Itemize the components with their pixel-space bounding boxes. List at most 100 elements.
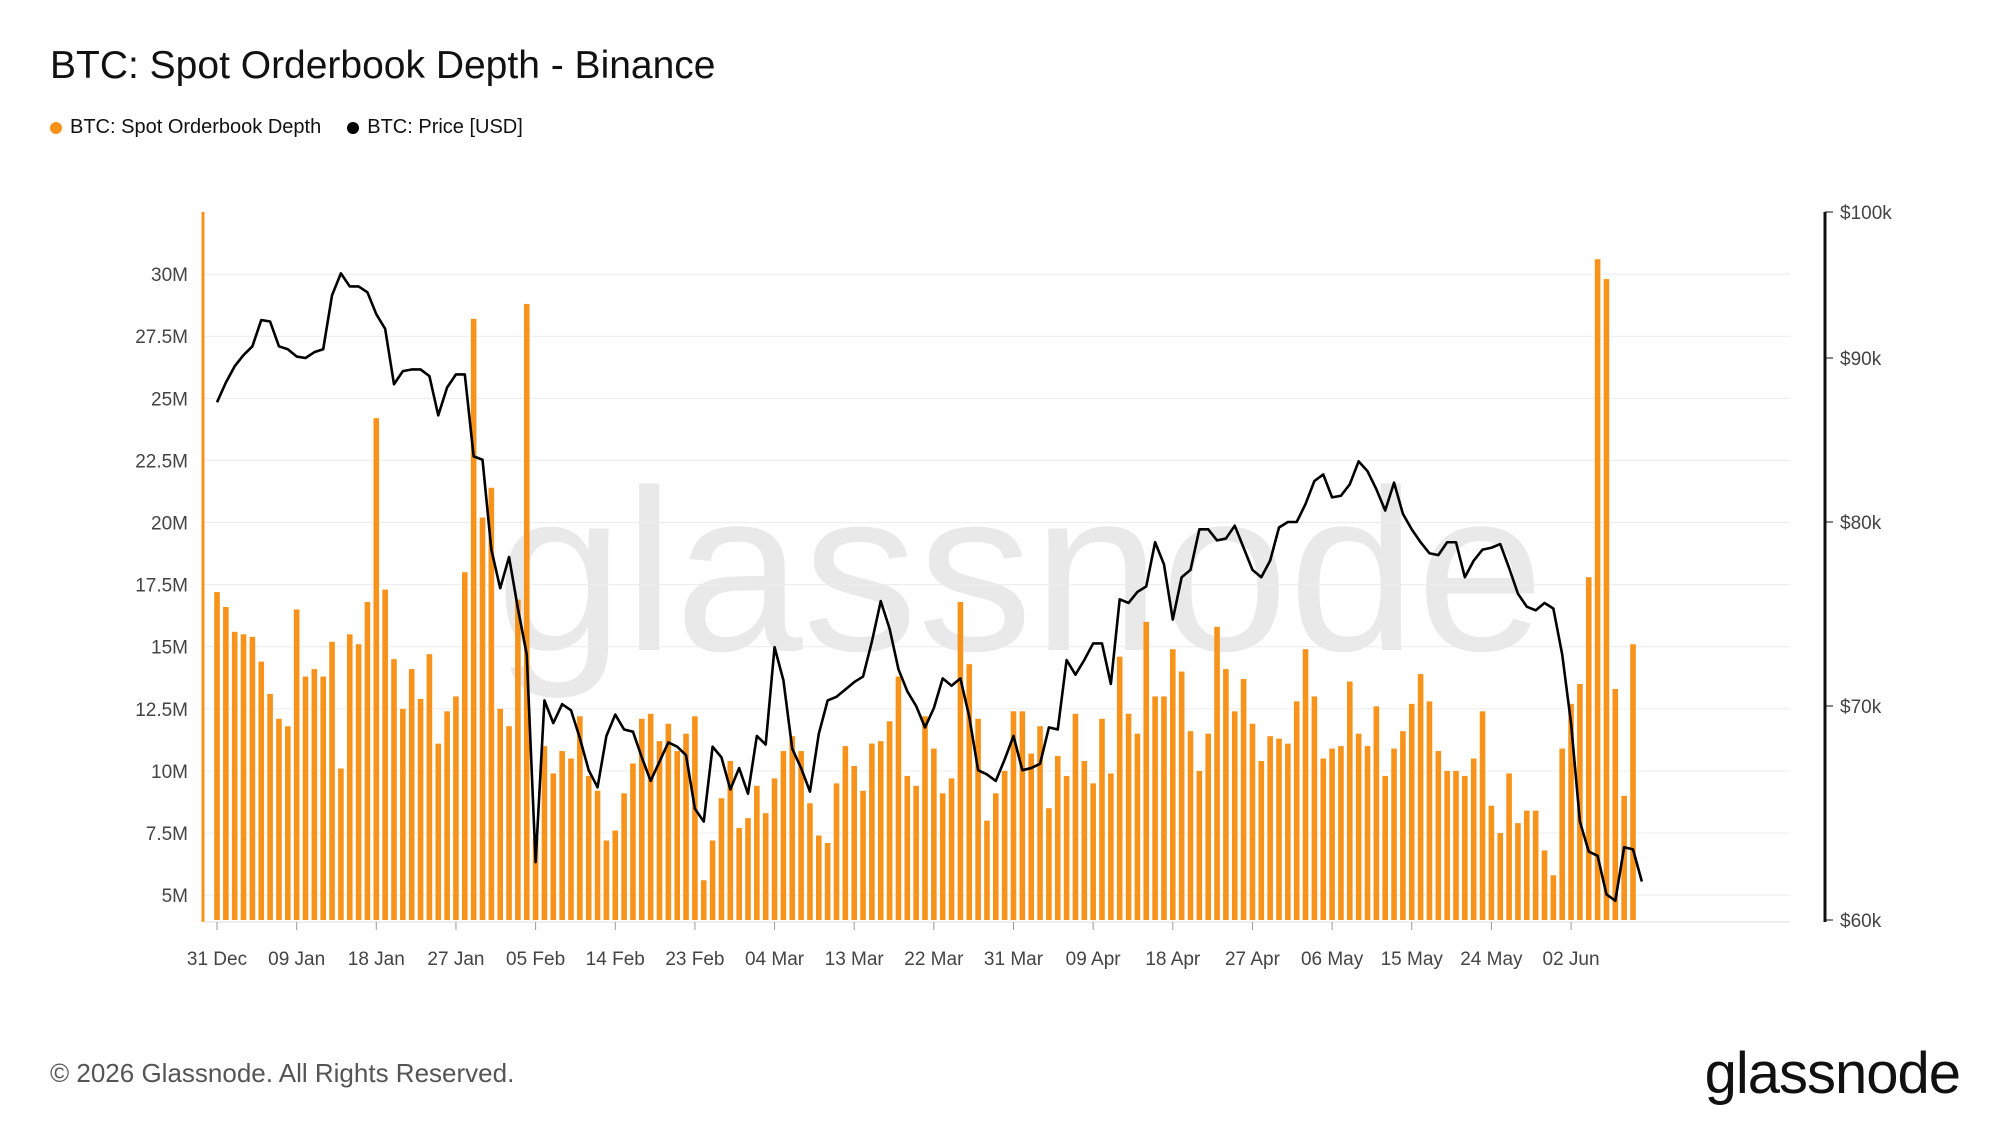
depth-bar xyxy=(727,761,734,920)
depth-bar xyxy=(311,669,318,920)
depth-bar xyxy=(1391,748,1397,920)
depth-bar xyxy=(267,693,273,920)
depth-bar xyxy=(1329,748,1335,920)
x-tick-label: 05 Feb xyxy=(506,949,565,970)
depth-bar xyxy=(1594,259,1601,920)
depth-bar xyxy=(1276,738,1282,920)
depth-bar xyxy=(258,661,265,920)
x-tick-label: 06 May xyxy=(1301,949,1364,970)
price-line xyxy=(215,272,1644,903)
depth-bar xyxy=(1293,701,1300,920)
depth-bar xyxy=(771,778,778,920)
depth-bar xyxy=(1444,770,1450,920)
depth-bar xyxy=(877,741,884,920)
depth-bar xyxy=(1559,748,1565,920)
depth-bar xyxy=(1081,761,1088,920)
depth-bar xyxy=(1470,758,1477,920)
depth-bar xyxy=(1001,770,1008,920)
x-tick-label: 15 May xyxy=(1381,949,1444,970)
depth-bar xyxy=(417,698,424,920)
depth-bar xyxy=(276,718,282,920)
legend-item-depth[interactable]: BTC: Spot Orderbook Depth xyxy=(50,116,321,139)
depth-bar xyxy=(1090,783,1096,920)
depth-bar xyxy=(709,840,716,920)
depth-bar xyxy=(869,743,875,920)
depth-bar xyxy=(904,775,911,920)
y-left-tick-label: 5M xyxy=(162,886,188,907)
y-right-tick-label: $60k xyxy=(1840,911,1882,932)
x-tick-label: 09 Apr xyxy=(1066,949,1122,970)
depth-bar xyxy=(798,751,804,920)
depth-bars xyxy=(214,259,1636,920)
depth-bar xyxy=(1143,621,1150,920)
depth-bar xyxy=(1178,671,1185,920)
y-left-tick-label: 12.5M xyxy=(135,700,188,721)
depth-bar xyxy=(736,828,742,920)
depth-bar xyxy=(842,746,849,920)
depth-bar xyxy=(621,793,627,920)
y-left-tick-label: 7.5M xyxy=(146,824,188,845)
x-tick-label: 18 Jan xyxy=(348,949,405,970)
depth-bar xyxy=(913,785,919,920)
depth-bar xyxy=(1541,850,1548,920)
depth-bar xyxy=(541,746,548,920)
legend-dot-depth-icon xyxy=(50,121,62,134)
depth-bar xyxy=(1506,773,1512,920)
depth-bar xyxy=(479,517,486,920)
depth-bar xyxy=(1479,711,1486,920)
y-left-tick-label: 20M xyxy=(151,514,188,535)
depth-bar xyxy=(895,676,902,920)
depth-bar xyxy=(568,758,574,920)
y-left-tick-label: 25M xyxy=(151,389,188,410)
depth-bar xyxy=(223,606,229,920)
depth-bar xyxy=(382,589,388,920)
depth-bar xyxy=(293,609,300,920)
legend-label-depth: BTC: Spot Orderbook Depth xyxy=(70,116,322,138)
depth-bar xyxy=(948,778,955,920)
depth-bar xyxy=(435,743,442,920)
depth-bar xyxy=(214,592,220,920)
depth-bar xyxy=(1462,775,1468,920)
depth-bar xyxy=(984,820,990,920)
depth-bar xyxy=(444,711,450,920)
depth-bar xyxy=(532,838,539,920)
depth-bar xyxy=(922,716,928,920)
depth-bar xyxy=(497,708,503,920)
depth-bar xyxy=(462,572,468,920)
y-left-tick-label: 10M xyxy=(151,762,188,783)
depth-bar xyxy=(1152,696,1158,920)
depth-bar xyxy=(1223,669,1229,920)
depth-bar xyxy=(1240,679,1247,920)
depth-bar xyxy=(355,644,362,920)
legend-dot-price-icon xyxy=(347,121,360,134)
legend-item-price[interactable]: BTC: Price [USD] xyxy=(347,116,523,139)
x-tick-label: 31 Mar xyxy=(984,949,1044,970)
depth-bar xyxy=(639,718,645,920)
depth-bar xyxy=(391,659,397,920)
depth-bar xyxy=(240,634,247,920)
depth-bar xyxy=(515,599,521,920)
depth-bar xyxy=(1585,577,1592,920)
depth-bar xyxy=(285,726,291,920)
x-tick-label: 27 Apr xyxy=(1225,949,1281,970)
depth-bar xyxy=(718,798,725,920)
x-tick-label: 14 Feb xyxy=(586,949,645,970)
depth-bar xyxy=(1072,713,1079,920)
depth-bar xyxy=(249,636,256,920)
depth-bar xyxy=(851,765,857,920)
y-right-tick-label: $90k xyxy=(1840,349,1882,370)
depth-bar xyxy=(1355,733,1362,920)
depth-bar xyxy=(1196,770,1203,920)
y-left-tick-label: 30M xyxy=(151,265,188,286)
watermark: glassnode xyxy=(496,442,1545,699)
depth-bar xyxy=(1497,833,1504,920)
y-left-tick-label: 17.5M xyxy=(135,576,188,597)
depth-bar xyxy=(1515,823,1521,920)
depth-bar xyxy=(1347,681,1353,920)
x-tick-label: 31 Dec xyxy=(187,949,247,970)
depth-bar xyxy=(400,708,406,920)
depth-bar xyxy=(302,676,309,920)
depth-bar xyxy=(1010,711,1017,920)
legend-label-price: BTC: Price [USD] xyxy=(367,116,523,138)
